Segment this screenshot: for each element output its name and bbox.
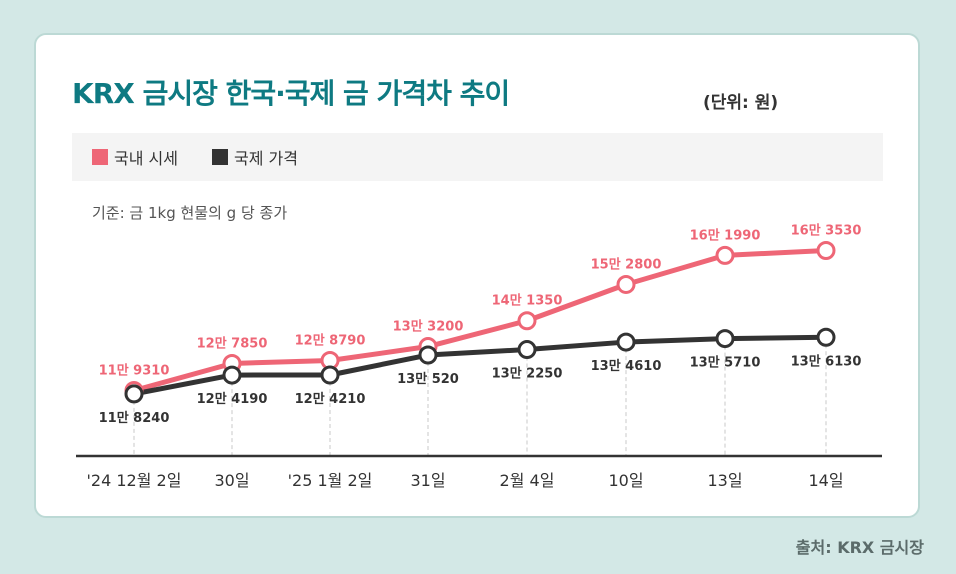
legend-swatch-domestic [92, 149, 108, 165]
data-point-international [222, 365, 242, 385]
chart-card [34, 33, 920, 518]
x-tick-label: 31일 [410, 471, 445, 490]
x-tick-label: 14일 [808, 471, 843, 490]
data-label-domestic: 11만 9310 [99, 363, 170, 379]
basis-note: 기준: 금 1kg 현물의 g 당 종가 [92, 204, 288, 222]
x-tick-label: 10일 [608, 471, 643, 490]
data-label-domestic: 12만 8790 [295, 332, 366, 348]
data-point-domestic [816, 240, 836, 260]
data-label-international: 13만 520 [397, 371, 459, 387]
legend-item-international: 국제 가격 [211, 145, 298, 169]
data-label-domestic: 14만 1350 [492, 293, 563, 309]
data-label-domestic: 16만 1990 [690, 227, 761, 243]
data-point-international [418, 345, 438, 365]
data-label-domestic: 13만 3200 [393, 319, 464, 335]
data-label-international: 13만 4610 [591, 358, 662, 374]
legend-item-domestic: 국내 시세 [92, 145, 178, 169]
x-tick-label: 13일 [707, 471, 742, 490]
data-label-domestic: 15만 2800 [591, 256, 662, 272]
data-point-domestic [616, 274, 636, 294]
legend: 국내 시세 국제 가격 [72, 133, 883, 181]
data-label-domestic: 12만 7850 [197, 335, 268, 351]
data-label-international: 13만 2250 [492, 366, 563, 382]
data-point-international [124, 384, 144, 404]
data-point-domestic [517, 311, 537, 331]
data-point-international [517, 340, 537, 360]
series-line-domestic [131, 247, 829, 394]
legend-label-domestic: 국내 시세 [114, 149, 178, 168]
x-tick-label: 2월 4일 [500, 471, 555, 490]
data-point-domestic [715, 245, 735, 265]
data-point-international [816, 327, 836, 347]
data-point-international [616, 332, 636, 352]
legend-label-international: 국제 가격 [233, 149, 298, 168]
data-label-international: 13만 6130 [791, 353, 862, 369]
data-point-international [320, 365, 340, 385]
data-label-international: 11만 8240 [99, 410, 170, 426]
data-label-international: 12만 4210 [295, 391, 366, 407]
unit-label: (단위: 원) [703, 93, 779, 113]
data-label-international: 13만 5710 [690, 355, 761, 371]
data-point-international [715, 329, 735, 349]
series-line-international [131, 334, 829, 397]
data-label-domestic: 16만 3530 [791, 222, 862, 238]
x-tick-label: '25 1월 2일 [288, 471, 373, 490]
data-label-international: 12만 4190 [197, 391, 268, 407]
source-note: 출처: KRX 금시장 [795, 538, 924, 557]
legend-swatch-international [211, 149, 228, 165]
x-tick-label: 30일 [214, 471, 249, 490]
chart-title: KRX 금시장 한국·국제 금 가격차 추이 [72, 77, 510, 110]
x-tick-label: '24 12월 2일 [87, 471, 182, 490]
